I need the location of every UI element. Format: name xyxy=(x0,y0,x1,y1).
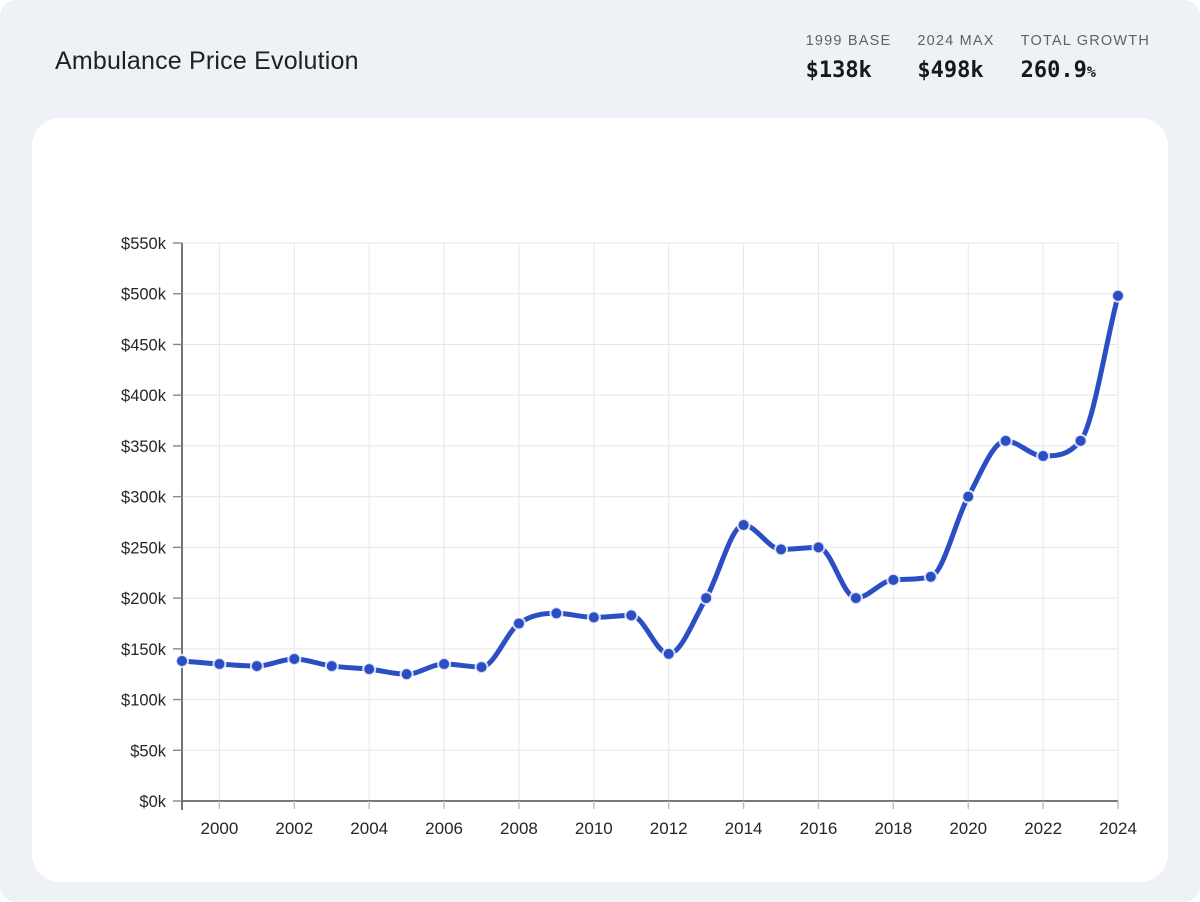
data-point[interactable] xyxy=(175,653,189,668)
stat-value: $498k xyxy=(917,58,984,83)
x-axis-label: 2002 xyxy=(275,819,313,838)
y-axis-label: $0k xyxy=(139,793,166,811)
data-point[interactable] xyxy=(249,659,264,674)
data-point[interactable] xyxy=(961,489,976,504)
x-axis-label: 2000 xyxy=(201,819,239,838)
data-point[interactable] xyxy=(287,651,302,666)
y-axis-label: $200k xyxy=(121,590,167,608)
y-axis-label: $450k xyxy=(121,336,167,354)
stat-total-growth: TOTAL GROWTH 260.9% xyxy=(1021,32,1150,84)
y-axis-label: $400k xyxy=(121,387,167,405)
data-point[interactable] xyxy=(1111,288,1125,303)
data-point[interactable] xyxy=(511,616,526,631)
y-axis-label: $350k xyxy=(121,438,167,456)
data-point[interactable] xyxy=(736,518,751,533)
x-axis-label: 2016 xyxy=(800,819,838,838)
stat-label: 1999 BASE xyxy=(805,33,892,49)
data-point[interactable] xyxy=(586,610,601,625)
data-point[interactable] xyxy=(886,572,901,587)
data-point[interactable] xyxy=(774,542,789,557)
data-point[interactable] xyxy=(624,608,639,623)
chart-card: $0k $50k $100k $150k $200k $250k $300k $350k $40… xyxy=(32,118,1168,882)
x-axis-label: 2012 xyxy=(650,819,688,838)
y-axis-label: $300k xyxy=(121,489,167,507)
data-point[interactable] xyxy=(811,540,826,555)
data-point[interactable] xyxy=(549,606,564,621)
x-axis-label: 2014 xyxy=(725,819,763,838)
x-axis-label: 2006 xyxy=(425,819,463,838)
data-point[interactable] xyxy=(324,659,339,674)
stat-1999-base: 1999 BASE $138k xyxy=(806,32,892,84)
x-axis-label: 2008 xyxy=(500,819,538,838)
data-point[interactable] xyxy=(362,662,377,677)
x-axis-label: 2024 xyxy=(1099,819,1137,838)
price-line-chart: $0k $50k $100k $150k $200k $250k $300k $350k $40… xyxy=(121,235,1137,838)
stats-row: 1999 BASE $138k 2024 MAX $498k TOTAL GRO… xyxy=(806,32,1150,84)
stat-label: TOTAL GROWTH xyxy=(1020,33,1150,49)
stat-2024-max: 2024 MAX $498k xyxy=(917,32,994,84)
price-series-line xyxy=(179,293,1121,677)
y-axis-label: $50k xyxy=(130,742,167,760)
data-point[interactable] xyxy=(437,657,452,672)
stat-value: 260.9% xyxy=(1020,58,1096,83)
data-point[interactable] xyxy=(399,667,414,682)
stat-label: 2024 MAX xyxy=(917,33,995,49)
y-axis-label: $500k xyxy=(121,286,167,304)
data-point[interactable] xyxy=(923,569,938,584)
y-axis-label: $150k xyxy=(121,641,167,659)
x-axis-label: 2018 xyxy=(874,819,912,838)
data-point[interactable] xyxy=(212,657,227,672)
y-axis-label: $100k xyxy=(121,692,167,710)
data-point[interactable] xyxy=(661,646,676,661)
x-axis-label: 2010 xyxy=(575,819,613,838)
x-axis-label: 2004 xyxy=(350,819,388,838)
data-point[interactable] xyxy=(474,660,489,675)
page-title: Ambulance Price Evolution xyxy=(55,47,359,75)
data-point[interactable] xyxy=(848,591,863,606)
x-axis-label: 2022 xyxy=(1024,819,1062,838)
data-point[interactable] xyxy=(1073,433,1088,448)
data-point[interactable] xyxy=(998,433,1013,448)
y-axis-label: $250k xyxy=(121,539,167,557)
x-axis-label: 2020 xyxy=(949,819,987,838)
data-point[interactable] xyxy=(1036,449,1051,464)
stat-value: $138k xyxy=(805,58,872,83)
data-point[interactable] xyxy=(699,591,714,606)
y-axis-label: $550k xyxy=(121,235,167,253)
